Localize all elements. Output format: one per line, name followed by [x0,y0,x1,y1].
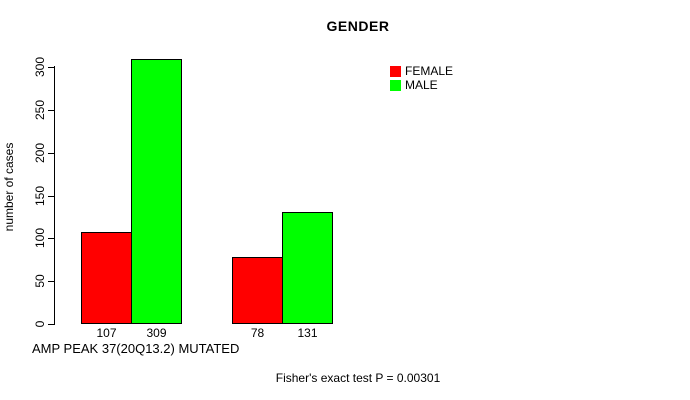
bar-value-label: 131 [297,326,318,340]
legend-label-female: FEMALE [405,64,454,78]
y-tick [48,281,54,282]
bar-female-group2 [232,257,283,324]
y-tick-label: 150 [33,185,47,207]
legend-swatch-female [390,65,401,77]
y-tick-label: 50 [33,274,47,288]
footer-annotation: Fisher's exact test P = 0.00301 [275,371,441,385]
y-tick-label: 200 [33,142,47,164]
legend: FEMALE MALE [390,64,454,92]
y-tick-label: 100 [33,227,47,249]
y-tick [48,67,54,68]
y-axis-label: number of cases [2,142,16,232]
bar-male-group2 [282,212,333,324]
y-tick [48,153,54,154]
bar-male-group1 [131,59,182,324]
y-tick [48,196,54,197]
y-tick [48,324,54,325]
bar-value-label: 107 [96,326,117,340]
y-tick-label: 0 [33,320,47,328]
y-tick-label: 250 [33,99,47,121]
y-tick [48,110,54,111]
legend-label-male: MALE [405,78,438,92]
x-axis-label: AMP PEAK 37(20Q13.2) MUTATED [32,341,240,356]
y-axis-line [54,66,55,325]
y-tick-label: 300 [33,56,47,78]
bar-value-label: 78 [250,326,265,340]
legend-swatch-male [390,79,401,91]
bar-female-group1 [81,232,132,324]
legend-item-female: FEMALE [390,64,454,78]
chart-title: GENDER [326,18,390,34]
y-tick [48,238,54,239]
bar-value-label: 309 [146,326,167,340]
legend-item-male: MALE [390,78,453,92]
